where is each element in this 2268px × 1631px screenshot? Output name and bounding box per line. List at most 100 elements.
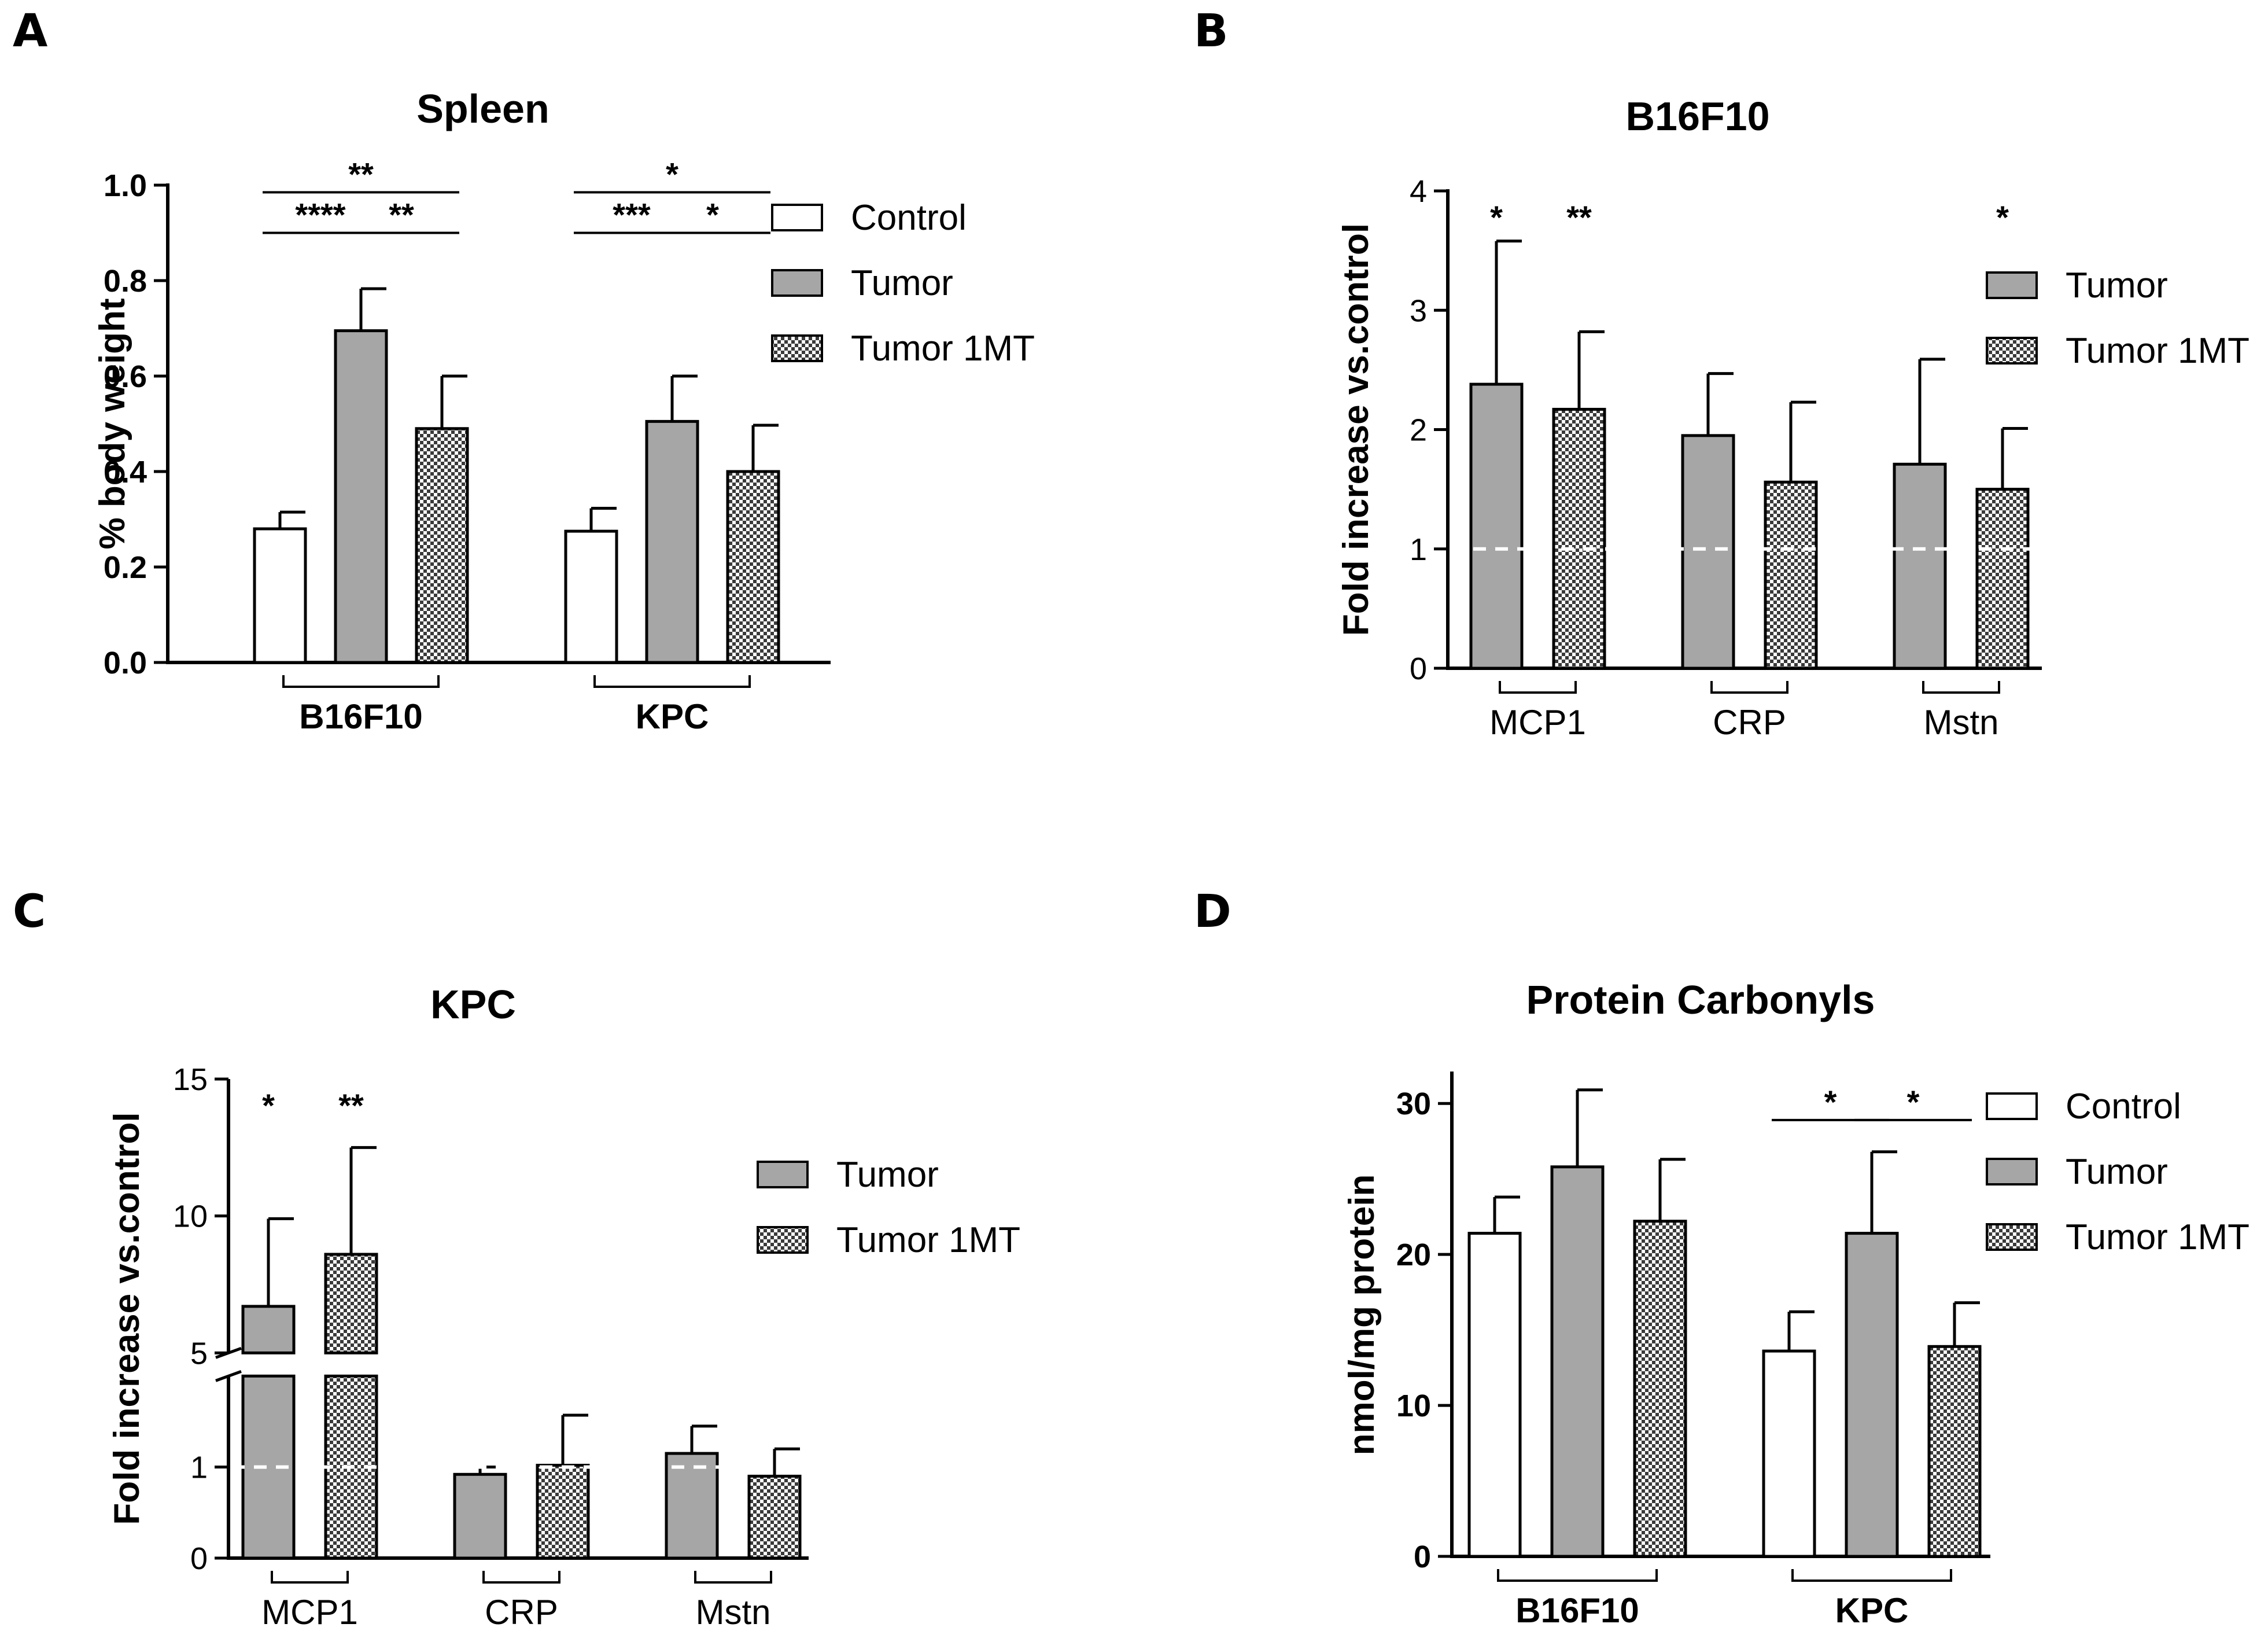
significance-label: * bbox=[1996, 199, 2009, 235]
group-label-mcp1: MCP1 bbox=[261, 1593, 358, 1631]
panel-letter-a: A bbox=[13, 5, 47, 57]
y-tick-label: 5 bbox=[190, 1336, 208, 1371]
group-label-kpc: KPC bbox=[636, 697, 709, 736]
group-bracket bbox=[482, 1571, 560, 1584]
bar-b16f10-control bbox=[1467, 1232, 1522, 1558]
bar-mstn-tumor bbox=[665, 1452, 719, 1560]
group-label-mstn: Mstn bbox=[1923, 703, 1998, 742]
bar-crp-tumor bbox=[453, 1472, 507, 1560]
y-tick-label: 30 bbox=[1396, 1087, 1431, 1121]
legend-swatch-tumor bbox=[771, 269, 823, 297]
group-bracket bbox=[1710, 681, 1788, 694]
panel-a-spleen-chart: Spleen % body weight 0.0 0.2 0.4 0.6 0.8 1.0 B16… bbox=[93, 86, 1035, 736]
significance-label: * bbox=[666, 156, 678, 192]
y-axis-title: Fold increase vs.control bbox=[1336, 223, 1376, 636]
bar-kpc-tumor-1mt bbox=[726, 470, 780, 664]
y-tick-label: 0 bbox=[190, 1541, 208, 1576]
legend-swatch-tumor bbox=[757, 1161, 809, 1188]
bar-mstn-tumor bbox=[1893, 462, 1947, 670]
panel-letter-c: C bbox=[13, 886, 46, 938]
bar-b16f10-tumor bbox=[334, 329, 388, 664]
significance-label: * bbox=[1907, 1084, 1920, 1120]
significance-label: ** bbox=[389, 197, 414, 233]
group-label-b16f10: B16F10 bbox=[299, 697, 422, 736]
legend-label-tumor: Tumor bbox=[836, 1155, 939, 1195]
group-bracket bbox=[271, 1571, 349, 1584]
chart-title: Protein Carbonyls bbox=[1526, 977, 1875, 1022]
group-bracket bbox=[1791, 1569, 1952, 1582]
chart-title: KPC bbox=[430, 982, 516, 1027]
y-axis-title: Fold increase vs.control bbox=[107, 1112, 147, 1525]
y-tick-label: 0 bbox=[1414, 1540, 1431, 1574]
legend-label-tumor-1mt: Tumor 1MT bbox=[2066, 1217, 2249, 1257]
legend-swatch-tumor bbox=[1986, 271, 2038, 299]
legend-label-tumor: Tumor bbox=[2066, 266, 2168, 305]
bar-mcp1-tumor-1mt bbox=[324, 1253, 378, 1354]
legend-label-tumor: Tumor bbox=[2066, 1152, 2168, 1192]
bar-mstn-tumor-1mt bbox=[1975, 488, 2030, 670]
group-label-kpc: KPC bbox=[1835, 1591, 1909, 1630]
bar-mstn-tumor-1mt bbox=[747, 1474, 802, 1560]
bar-kpc-tumor bbox=[645, 419, 699, 664]
significance-label: * bbox=[1824, 1084, 1837, 1120]
group-bracket bbox=[1497, 1569, 1658, 1582]
y-tick-label: 0 bbox=[1410, 651, 1427, 686]
significance-label: * bbox=[706, 197, 719, 233]
chart-title: B16F10 bbox=[1625, 94, 1769, 139]
bar-b16f10-tumor-1mt bbox=[1633, 1220, 1687, 1558]
bar-kpc-control bbox=[1762, 1349, 1816, 1558]
y-tick-label: 3 bbox=[1410, 293, 1427, 328]
legend-label-tumor-1mt: Tumor 1MT bbox=[851, 329, 1035, 369]
y-tick-label: 0.8 bbox=[104, 264, 147, 299]
legend-label-control: Control bbox=[851, 198, 967, 238]
group-bracket bbox=[1922, 681, 2000, 694]
bar-kpc-tumor bbox=[1845, 1232, 1899, 1558]
significance-label: ** bbox=[338, 1087, 364, 1124]
panel-d-protein-carbonyls-chart: Protein Carbonyls nmol/mg protein 0 10 20 30 B… bbox=[1342, 977, 2249, 1630]
group-bracket bbox=[694, 1571, 772, 1584]
y-tick-label: 4 bbox=[1410, 174, 1427, 209]
y-tick-label: 0.2 bbox=[104, 550, 147, 585]
chart-title: Spleen bbox=[416, 86, 550, 131]
significance-label: ** bbox=[348, 156, 374, 192]
group-bracket bbox=[282, 675, 440, 688]
axis-break-mark bbox=[215, 1370, 242, 1382]
y-tick-label: 20 bbox=[1396, 1238, 1431, 1272]
bar-mcp1-tumor bbox=[1469, 382, 1524, 670]
y-tick-label: 0.6 bbox=[104, 359, 147, 394]
group-label-crp: CRP bbox=[1713, 703, 1786, 742]
y-tick-label: 1 bbox=[190, 1450, 208, 1485]
significance-label: ** bbox=[1566, 199, 1592, 235]
y-tick-label: 10 bbox=[173, 1199, 208, 1234]
bar-crp-tumor-1mt bbox=[1764, 480, 1818, 670]
legend-swatch-tumor-1mt bbox=[1986, 1223, 2038, 1251]
panel-b-b16f10-chart: B16F10 Fold increase vs.control 0 1 2 3 4 MCP1 C… bbox=[1336, 94, 2249, 742]
y-axis-title: nmol/mg protein bbox=[1342, 1175, 1382, 1456]
significance-label: **** bbox=[295, 197, 345, 233]
y-axis-title: % body weight bbox=[93, 299, 132, 550]
bar-mcp1-tumor bbox=[241, 1305, 296, 1354]
significance-label: * bbox=[262, 1087, 275, 1124]
significance-label: * bbox=[1490, 199, 1503, 235]
legend-label-tumor-1mt: Tumor 1MT bbox=[836, 1220, 1020, 1260]
legend-label-tumor-1mt: Tumor 1MT bbox=[2066, 331, 2249, 371]
legend-swatch-tumor-1mt bbox=[771, 334, 823, 362]
legend-swatch-control bbox=[771, 204, 823, 231]
bar-crp-tumor bbox=[1681, 434, 1735, 670]
legend-swatch-tumor-1mt bbox=[757, 1226, 809, 1254]
legend-swatch-tumor-1mt bbox=[1986, 337, 2038, 365]
bar-b16f10-tumor-1mt bbox=[415, 427, 469, 664]
y-tick-label: 1.0 bbox=[104, 168, 147, 203]
y-tick-label: 15 bbox=[173, 1062, 208, 1097]
y-tick-label: 0.4 bbox=[104, 455, 147, 489]
legend-swatch-control bbox=[1986, 1092, 2038, 1120]
bar-crp-tumor-1mt bbox=[536, 1464, 590, 1560]
group-bracket bbox=[593, 675, 751, 688]
legend-label-tumor: Tumor bbox=[851, 263, 953, 303]
group-label-crp: CRP bbox=[485, 1593, 558, 1631]
group-label-b16f10: B16F10 bbox=[1515, 1591, 1639, 1630]
group-label-mstn: Mstn bbox=[695, 1593, 770, 1631]
y-tick-label: 2 bbox=[1410, 413, 1427, 448]
